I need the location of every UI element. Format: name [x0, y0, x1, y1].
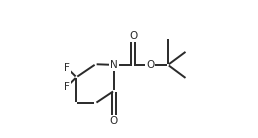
Text: F: F	[64, 82, 70, 92]
Text: N: N	[110, 60, 118, 70]
Text: O: O	[110, 116, 118, 126]
Text: O: O	[146, 60, 154, 70]
Text: F: F	[64, 63, 70, 73]
Text: O: O	[129, 31, 137, 41]
